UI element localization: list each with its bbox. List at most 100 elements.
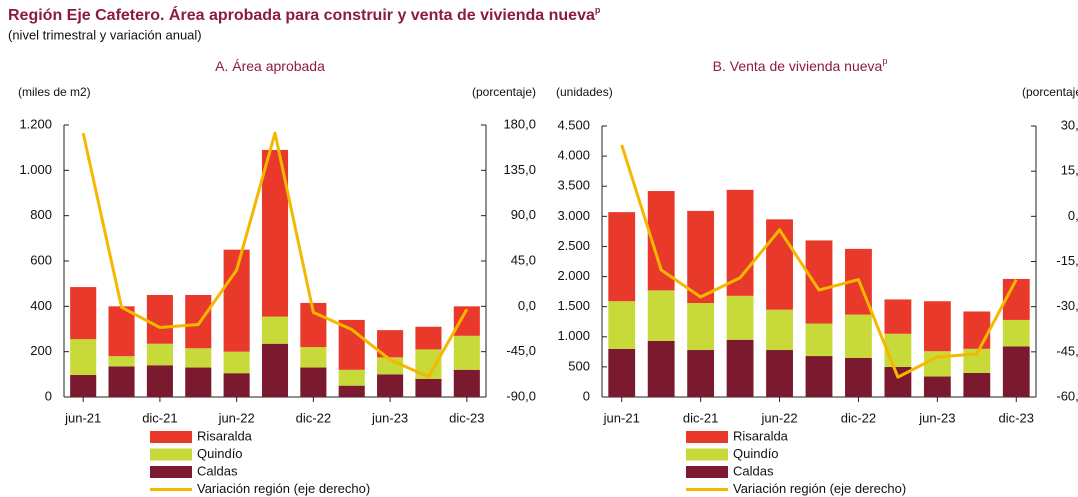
page-title: Región Eje Cafetero. Área aprobada para … [8, 5, 601, 24]
bar-segment [608, 212, 636, 302]
x-tick-label: dic-23 [999, 410, 1034, 425]
bar-segment [300, 367, 327, 397]
bar-segment [223, 351, 250, 374]
legend-swatch [150, 431, 192, 443]
line-series [81, 131, 469, 379]
x-tick-label: dic-22 [841, 410, 876, 425]
x-tick-label: jun-23 [918, 410, 955, 425]
y2-tick-label: 180,0 [503, 116, 536, 131]
x-tick-label: dic-21 [142, 410, 177, 425]
x-tick-label: jun-22 [760, 410, 797, 425]
bar-segment [185, 348, 212, 368]
bar-segment [884, 333, 912, 367]
bar-segment [726, 295, 754, 340]
bar-segment [185, 367, 212, 397]
y-tick-label: 1.500 [557, 298, 590, 313]
bar-segment [1002, 346, 1030, 397]
y-tick-label: 400 [30, 298, 52, 313]
chart: B. Venta de vivienda nuevap (unidades) (po… [556, 56, 1078, 496]
bar-segment [261, 343, 289, 397]
y2-axis-label: (porcentaje) [1022, 85, 1078, 99]
x-tick-label: dic-21 [683, 410, 718, 425]
x-tick-label: dic-23 [449, 410, 484, 425]
bar-segment [1002, 319, 1030, 347]
legend-swatch [686, 431, 728, 443]
y-tick-label: 800 [30, 207, 52, 222]
legend-swatch [150, 466, 192, 478]
bar-segment [845, 357, 872, 397]
bar-segment [453, 369, 480, 397]
title-text: Región Eje Cafetero. Área aprobada para … [8, 5, 595, 24]
y2-tick-label: 0,0 [1068, 208, 1078, 223]
y-tick-label: 200 [30, 343, 52, 358]
bar-segment [146, 295, 173, 344]
x-tick-label: jun-21 [603, 410, 640, 425]
bar-segment [963, 372, 991, 397]
y-tick-label: 1.000 [19, 162, 52, 177]
legend-swatch [686, 466, 728, 478]
legend-label: Caldas [197, 463, 238, 478]
bar-segment [146, 343, 173, 366]
y-axis-label: (unidades) [556, 85, 613, 99]
x-tick-label: jun-21 [64, 410, 101, 425]
bar-segment [923, 376, 951, 397]
bar-segment [338, 385, 365, 397]
y2-tick-label: 15,0 [1061, 163, 1078, 178]
bar-segment [377, 374, 404, 397]
y-tick-label: 4.500 [557, 117, 590, 132]
bar-segment [453, 335, 480, 370]
y2-tick-label: -60,0 [1056, 388, 1078, 403]
legend-label: Variación región (eje derecho) [197, 481, 370, 496]
y-tick-label: 2.000 [557, 268, 590, 283]
y2-tick-label: -30,0 [1056, 298, 1078, 313]
y-tick-label: 3.500 [557, 178, 590, 193]
bar-segment [185, 295, 212, 349]
bar-segment [726, 339, 754, 397]
bar-segment [338, 319, 365, 370]
y-tick-label: 600 [30, 252, 52, 267]
y-tick-label: 0 [583, 388, 590, 403]
legend-swatch [150, 448, 192, 461]
y2-tick-label: 45,0 [511, 252, 536, 267]
chart-title: B. Venta de vivienda nuevap [713, 56, 888, 73]
bar-segment [108, 366, 135, 397]
bar-segment [805, 356, 833, 397]
legend-swatch [686, 448, 728, 461]
chart-title-text: A. Área aprobada [215, 58, 325, 74]
legend-label: Quindío [733, 446, 779, 461]
chart-title-text: B. Venta de vivienda nueva [713, 58, 883, 74]
x-tick-label: jun-22 [218, 410, 255, 425]
bar-segment [108, 356, 135, 367]
y2-tick-label: 30,0 [1061, 117, 1078, 132]
page-subtitle: (nivel trimestral y variación anual) [8, 27, 202, 42]
y-tick-label: 3.000 [557, 208, 590, 223]
legend-label: Caldas [733, 463, 774, 478]
bar-segment [805, 323, 833, 357]
y-tick-label: 2.500 [557, 238, 590, 253]
bar-segment [415, 326, 442, 350]
legend-label: Risaralda [197, 428, 253, 443]
bar-segment [261, 316, 289, 344]
legend-label: Risaralda [733, 428, 789, 443]
line-series [620, 144, 1018, 379]
bar-segment [884, 299, 912, 334]
bar-segment [726, 189, 754, 296]
y2-tick-label: 90,0 [511, 207, 536, 222]
chart-title: A. Área aprobada [215, 58, 325, 74]
bar-segment [300, 347, 327, 368]
y2-axis-label: (porcentaje) [472, 85, 536, 99]
bar-segment [70, 375, 97, 397]
bar-segment [647, 290, 675, 341]
bar-segment [647, 340, 675, 397]
y-tick-label: 1.000 [557, 328, 590, 343]
bar-segment [687, 350, 715, 397]
bar-segment [845, 314, 872, 358]
bar-segment [415, 378, 442, 397]
bar-segment [146, 365, 173, 397]
y2-tick-label: -15,0 [1056, 253, 1078, 268]
bar-segment [338, 369, 365, 386]
y2-tick-label: -90,0 [506, 388, 536, 403]
chart: A. Área aprobada (miles de m2) (porcentaje… [18, 58, 536, 496]
y2-tick-label: -45,0 [1056, 343, 1078, 358]
